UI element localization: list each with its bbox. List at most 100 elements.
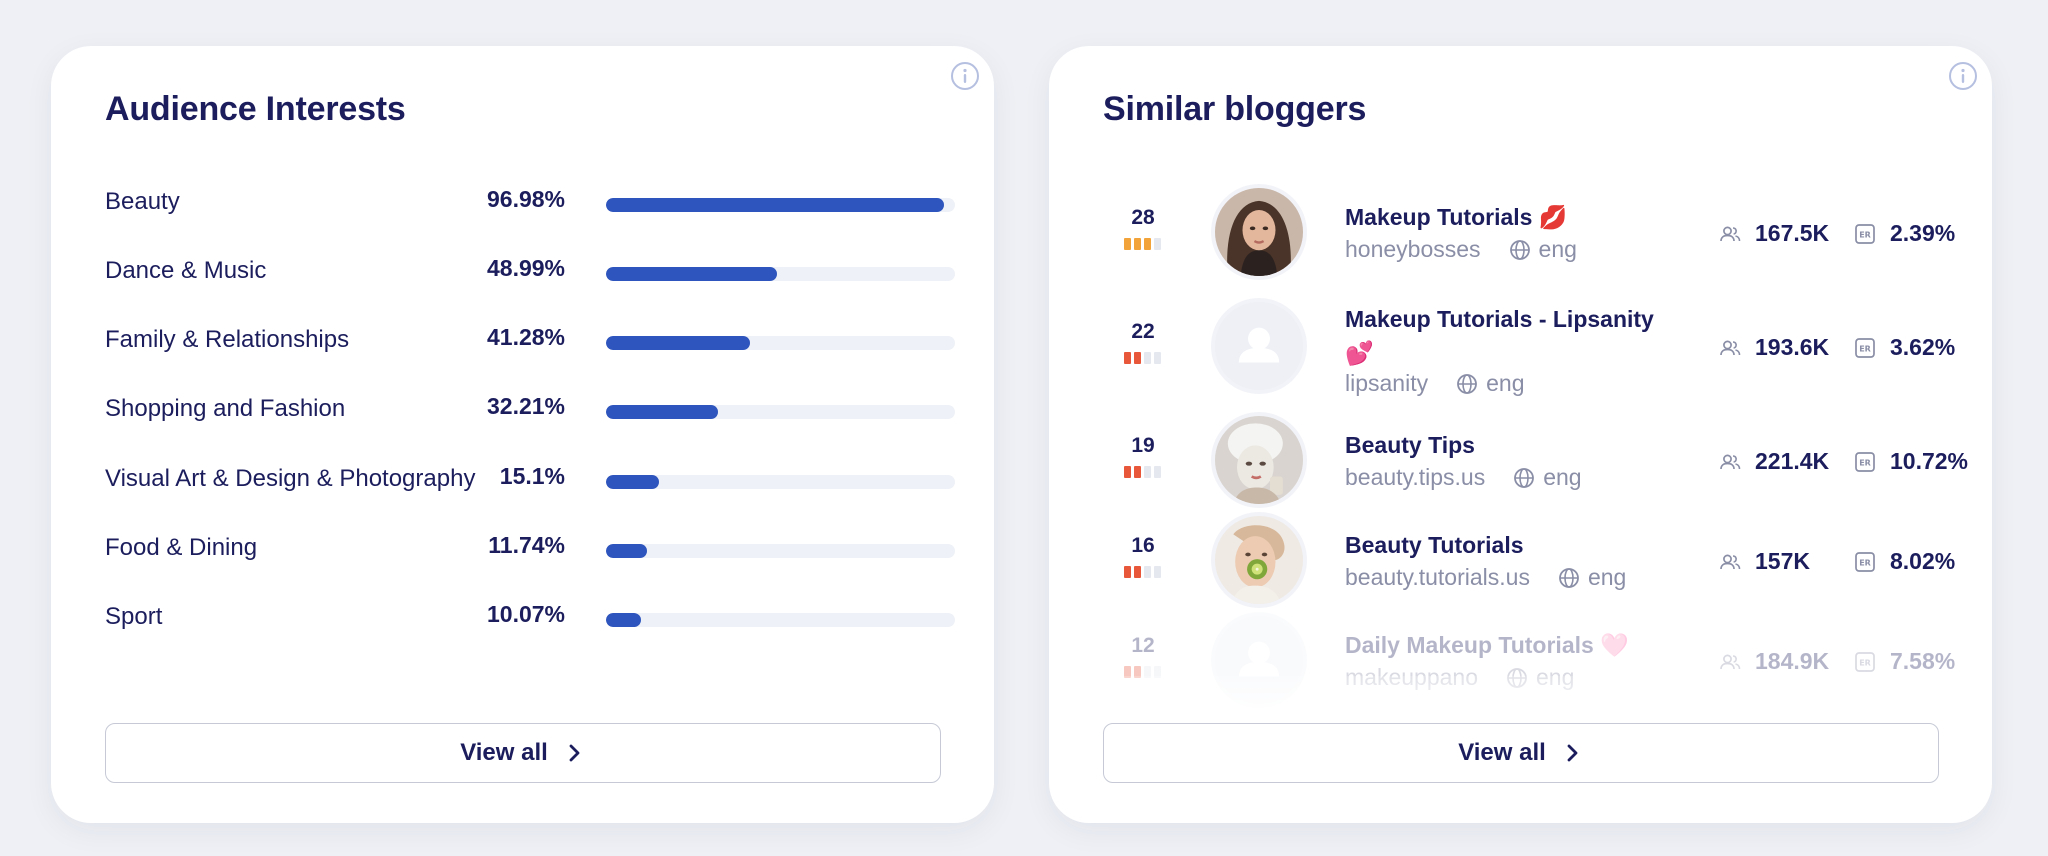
interest-row: Beauty 96.98% xyxy=(105,182,955,222)
avatar-placeholder[interactable] xyxy=(1211,298,1307,394)
view-all-bloggers-button[interactable]: View all xyxy=(1103,723,1939,783)
avatar[interactable] xyxy=(1211,184,1307,280)
blogger-row[interactable]: 22 Makeup Tutorials - Lipsanity 💕 lipsanit… xyxy=(1103,294,1955,397)
blogger-row[interactable]: 16 Beauty Tutorials beauty.tutorials.us eng… xyxy=(1103,508,1955,608)
rank-level-icon xyxy=(1124,352,1161,364)
interest-label: Sport xyxy=(105,603,163,630)
er-value: 7.58% xyxy=(1890,648,1956,674)
er-value: 8.02% xyxy=(1890,548,1956,574)
svg-text:ER: ER xyxy=(1859,658,1871,667)
interest-row: Visual Art & Design & Photography 15.1% xyxy=(105,459,955,499)
info-icon[interactable] xyxy=(1948,61,1978,91)
er-value: 10.72% xyxy=(1890,448,1969,474)
blogger-handle: lipsanity xyxy=(1345,370,1429,396)
followers-stat: 221.4K xyxy=(1719,448,1829,475)
er-icon: ER xyxy=(1855,451,1875,472)
blogger-name[interactable]: Beauty Tutorials xyxy=(1345,532,1524,558)
chevron-right-icon xyxy=(569,744,580,762)
followers-stat: 184.9K xyxy=(1719,648,1829,675)
interest-percent: 10.07% xyxy=(486,601,565,627)
globe-icon xyxy=(1514,467,1535,488)
blogger-handle: beauty.tutorials.us xyxy=(1345,564,1530,590)
interest-percent: 41.28% xyxy=(486,324,565,350)
svg-text:ER: ER xyxy=(1859,458,1871,467)
interest-label: Family & Relationships xyxy=(105,326,350,353)
interest-row: Food & Dining 11.74% xyxy=(105,528,955,568)
followers-value: 193.6K xyxy=(1755,334,1830,360)
interest-bar-track xyxy=(606,198,955,212)
info-icon[interactable] xyxy=(950,61,980,91)
er-value: 2.39% xyxy=(1890,220,1956,246)
view-all-label: View all xyxy=(460,739,548,766)
interest-label: Visual Art & Design & Photography xyxy=(105,465,476,492)
blogger-name[interactable]: Beauty Tips xyxy=(1345,432,1475,458)
blogger-meta: honeybosses eng xyxy=(1345,236,1577,263)
interest-bar-fill xyxy=(606,267,777,281)
er-stat: ER 3.62% xyxy=(1854,334,1955,361)
blogger-language: eng xyxy=(1543,464,1582,490)
rank-level-icon xyxy=(1124,466,1161,478)
followers-stat: 157K xyxy=(1719,548,1810,575)
svg-text:ER: ER xyxy=(1859,344,1871,353)
list-fade-overlay xyxy=(1049,676,1992,721)
rank-number: 28 xyxy=(1131,206,1155,229)
blogger-name[interactable]: Daily Makeup Tutorials 🩷 xyxy=(1345,632,1629,658)
rank-number: 22 xyxy=(1131,320,1155,343)
interest-bar-track xyxy=(606,613,955,627)
er-value: 3.62% xyxy=(1890,334,1956,360)
er-icon: ER xyxy=(1855,337,1875,358)
er-icon: ER xyxy=(1855,223,1875,244)
globe-icon xyxy=(1457,373,1478,394)
er-icon: ER xyxy=(1855,551,1875,572)
interest-row: Family & Relationships 41.28% xyxy=(105,320,955,360)
er-stat: ER 2.39% xyxy=(1854,220,1955,247)
globe-icon xyxy=(1559,567,1579,588)
interest-bar-fill xyxy=(606,544,647,558)
avatar[interactable] xyxy=(1211,412,1307,508)
avatar[interactable] xyxy=(1211,512,1307,608)
view-all-interests-button[interactable]: View all xyxy=(105,723,941,783)
followers-stat: 167.5K xyxy=(1719,220,1829,247)
interest-label: Food & Dining xyxy=(105,534,258,561)
followers-icon xyxy=(1720,654,1741,669)
followers-icon xyxy=(1720,226,1741,241)
blogger-language: eng xyxy=(1587,564,1627,590)
blogger-language: eng xyxy=(1538,236,1577,262)
followers-stat: 193.6K xyxy=(1719,334,1829,361)
audience-interests-card: Audience Interests Beauty 96.98% Dance & M… xyxy=(51,46,994,823)
er-stat: ER 7.58% xyxy=(1854,648,1955,675)
interest-percent: 15.1% xyxy=(499,463,565,489)
blogger-handle: honeybosses xyxy=(1345,236,1481,262)
card-title: Similar bloggers xyxy=(1103,90,1367,128)
interest-label: Dance & Music xyxy=(105,257,267,284)
followers-value: 157K xyxy=(1755,548,1810,574)
interest-percent: 11.74% xyxy=(488,532,565,558)
blogger-name[interactable]: Makeup Tutorials - Lipsanity 💕 xyxy=(1345,306,1654,366)
rank-level-icon xyxy=(1124,566,1161,578)
er-icon: ER xyxy=(1855,651,1875,672)
interest-bar-fill xyxy=(606,475,659,489)
followers-value: 167.5K xyxy=(1755,220,1830,246)
blogger-name[interactable]: Makeup Tutorials 💋 xyxy=(1345,204,1568,230)
interest-row: Dance & Music 48.99% xyxy=(105,251,955,291)
similar-bloggers-card: Similar bloggers 28 Makeup Tutorials 💋 hon… xyxy=(1049,46,1992,823)
interest-percent: 48.99% xyxy=(486,255,565,281)
interest-bar-fill xyxy=(606,198,945,212)
blogger-meta: beauty.tutorials.us eng xyxy=(1345,564,1626,591)
view-all-label: View all xyxy=(1458,739,1546,766)
blogger-handle: beauty.tips.us xyxy=(1345,464,1486,490)
rank-level-icon xyxy=(1124,238,1161,250)
blogger-meta: lipsanity eng xyxy=(1345,370,1524,397)
followers-icon xyxy=(1720,340,1741,355)
interest-label: Beauty xyxy=(105,188,180,215)
interest-bar-fill xyxy=(606,405,719,419)
interest-percent: 32.21% xyxy=(486,393,565,419)
blogger-row[interactable]: 28 Makeup Tutorials 💋 honeybosses eng 167.5K… xyxy=(1103,180,1955,280)
interest-bar-track xyxy=(606,405,955,419)
er-stat: ER 10.72% xyxy=(1854,448,1968,475)
blogger-row[interactable]: 19 Beauty Tips beauty.tips.us eng 221.4K ER 10… xyxy=(1103,408,1968,508)
rank-number: 12 xyxy=(1131,634,1155,657)
svg-text:ER: ER xyxy=(1859,558,1871,567)
interest-bar-track xyxy=(606,336,955,350)
